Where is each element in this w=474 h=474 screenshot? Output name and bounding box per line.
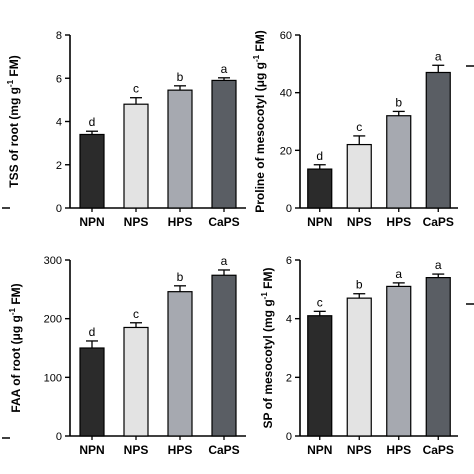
x-tick-label: NPS: [347, 215, 372, 229]
x-tick-label: NPS: [347, 443, 372, 457]
panel-sp-mesocotyl: 0 2 4 6 c NPN b NPS a HPS a CaPS SP of mesocotyl (mg…: [260, 255, 458, 457]
y-tick-label: 0: [56, 203, 62, 215]
y-tick-label: 2: [286, 372, 292, 384]
significance-label: c: [317, 295, 323, 309]
x-tick-label: HPS: [386, 215, 411, 229]
significance-label: c: [133, 307, 139, 321]
x-tick-label: NPS: [124, 443, 149, 457]
bar-npn: [307, 315, 333, 437]
y-tick-label: 0: [286, 203, 292, 215]
y-tick-label: 40: [280, 88, 292, 100]
significance-label: a: [435, 49, 442, 63]
significance-label: b: [177, 270, 184, 284]
bar-npn: [79, 347, 105, 437]
y-tick-label: 8: [56, 30, 62, 42]
x-tick-label: NPS: [124, 215, 149, 229]
x-tick-label: NPN: [79, 443, 104, 457]
bar-caps: [425, 71, 451, 209]
y-axis-title: Proline of mesocotyl (μg g-1 FM): [252, 30, 267, 212]
bar-hps: [167, 89, 193, 209]
y-tick-label: 4: [56, 117, 62, 129]
y-tick-label: 0: [286, 431, 292, 443]
bar-nps: [346, 143, 372, 209]
x-tick-label: NPN: [307, 443, 332, 457]
y-axis-title: SP of mesocotyl (mg g-1 FM): [260, 268, 275, 429]
x-tick-label: CaPS: [423, 443, 454, 457]
y-axis-title: FAA of root (μg g-1 FM): [8, 283, 23, 412]
bar-caps: [425, 277, 451, 437]
y-tick-label: 20: [280, 145, 292, 157]
significance-label: d: [316, 149, 323, 163]
y-tick-label: 6: [56, 73, 62, 85]
x-tick-label: NPN: [307, 215, 332, 229]
bar-nps: [123, 103, 149, 209]
bar-hps: [167, 291, 193, 437]
significance-label: a: [221, 254, 228, 268]
bar-caps: [211, 274, 237, 437]
significance-label: a: [395, 267, 402, 281]
panel-tss-root: 0 2 4 6 8 d NPN c NPS b HPS a CaPS TSS of root (mg g-…: [6, 30, 246, 229]
x-tick-label: HPS: [168, 215, 193, 229]
significance-label: b: [356, 278, 363, 292]
bar-npn: [79, 133, 105, 209]
bar-caps: [211, 79, 237, 209]
y-tick-label: 6: [286, 255, 292, 267]
x-tick-label: NPN: [79, 215, 104, 229]
y-tick-label: 300: [44, 255, 62, 267]
panel-faa-root: 0 100 200 300 d NPN c NPS b HPS a CaPS FAA of root (…: [8, 254, 246, 457]
y-tick-label: 2: [56, 160, 62, 172]
y-tick-label: 100: [44, 372, 62, 384]
bar-nps: [346, 297, 372, 437]
significance-label: b: [177, 70, 184, 84]
x-tick-label: CaPS: [208, 443, 239, 457]
y-axis-title: TSS of root (mg g-1 FM): [6, 55, 21, 187]
x-tick-label: HPS: [386, 443, 411, 457]
y-tick-label: 4: [286, 314, 292, 326]
y-tick-label: 200: [44, 314, 62, 326]
y-tick-label: 60: [280, 30, 292, 42]
significance-label: b: [395, 95, 402, 109]
bar-npn: [307, 168, 333, 209]
bar-hps: [386, 115, 412, 209]
significance-label: c: [133, 82, 139, 96]
x-tick-label: CaPS: [423, 215, 454, 229]
x-tick-label: HPS: [168, 443, 193, 457]
significance-label: d: [89, 115, 96, 129]
significance-label: c: [356, 120, 362, 134]
y-tick-label: 0: [56, 431, 62, 443]
significance-label: a: [435, 258, 442, 272]
bar-hps: [386, 285, 412, 437]
significance-label: d: [89, 325, 96, 339]
bar-nps: [123, 326, 149, 437]
significance-label: a: [221, 62, 228, 76]
x-tick-label: CaPS: [208, 215, 239, 229]
panel-proline-mesocotyl: 0 20 40 60 d NPN c NPS b HPS a CaPS Proline of mesoc…: [252, 30, 458, 229]
